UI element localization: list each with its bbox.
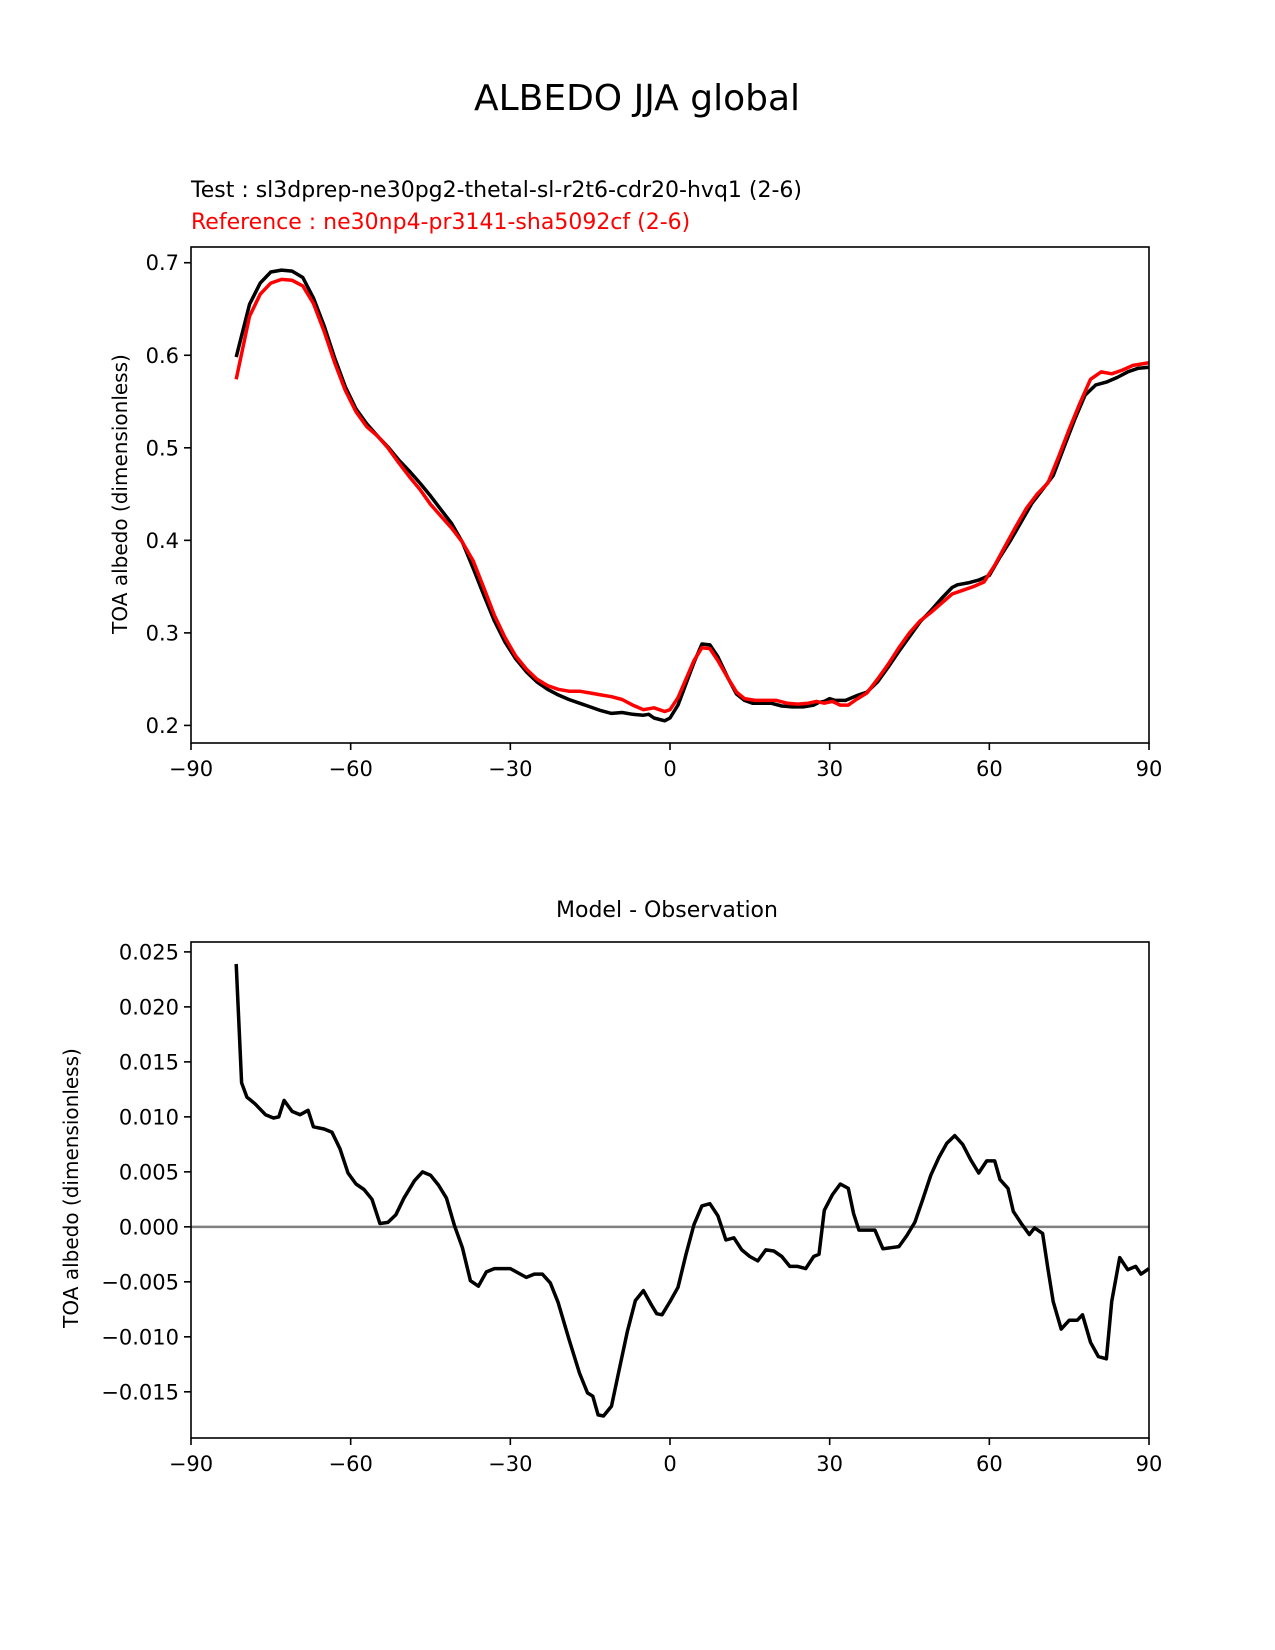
chart-panel-bottom: Model - Observation TOA albedo (dimensio… bbox=[59, 898, 1162, 1476]
legend-reference-label: Reference : ne30np4-pr3141-sha5092cf (2-… bbox=[191, 210, 690, 235]
y-tick-label: −0.010 bbox=[101, 1325, 179, 1349]
y-axis-label-bottom: TOA albedo (dimensionless) bbox=[59, 1048, 83, 1329]
y-tick-label: 0.010 bbox=[119, 1105, 179, 1129]
x-tick-label: 0 bbox=[663, 1452, 676, 1476]
x-tick-label: 30 bbox=[816, 757, 843, 781]
x-tick-label: 30 bbox=[816, 1452, 843, 1476]
x-tick-label: 60 bbox=[976, 757, 1003, 781]
plot-frame-top bbox=[190, 246, 1150, 744]
series-line-top-1 bbox=[234, 277, 1150, 714]
x-tick-label: 60 bbox=[976, 1452, 1003, 1476]
series-line-top-0 bbox=[234, 268, 1150, 723]
y-tick-label: −0.015 bbox=[101, 1380, 179, 1404]
y-axis-label-top: TOA albedo (dimensionless) bbox=[108, 354, 132, 635]
y-tick-label: 0.6 bbox=[146, 344, 179, 368]
x-tick-label: −60 bbox=[329, 757, 373, 781]
x-tick-label: 90 bbox=[1136, 757, 1163, 781]
x-tick-label: −30 bbox=[488, 1452, 532, 1476]
chart-panel-top: Test : sl3dprep-ne30pg2-thetal-sl-r2t6-c… bbox=[108, 178, 1162, 781]
x-tick-label: −90 bbox=[169, 757, 213, 781]
x-tick-label: −60 bbox=[329, 1452, 373, 1476]
figure-title: ALBEDO JJA global bbox=[474, 78, 800, 119]
y-tick-label: 0.015 bbox=[119, 1050, 179, 1074]
plot-area-top: −90 −60 −30 0 30 60 90 0.2 0.3 0.4 0.5 0.6 0.7 bbox=[146, 246, 1163, 781]
y-tick-label: 0.025 bbox=[119, 940, 179, 964]
x-tick-label: −30 bbox=[488, 757, 532, 781]
x-tick-label: −90 bbox=[169, 1452, 213, 1476]
x-tick-label: 0 bbox=[663, 757, 676, 781]
series-line-bottom-0 bbox=[234, 963, 1150, 1418]
y-tick-label: 0.000 bbox=[119, 1215, 179, 1239]
legend-test-label: Test : sl3dprep-ne30pg2-thetal-sl-r2t6-c… bbox=[190, 178, 802, 203]
x-tick-label: 90 bbox=[1136, 1452, 1163, 1476]
y-tick-label: 0.020 bbox=[119, 995, 179, 1019]
chart-title-bottom: Model - Observation bbox=[556, 898, 778, 923]
y-tick-label: 0.3 bbox=[146, 621, 179, 645]
plot-area-bottom: −90 −60 −30 0 30 60 90 0.025 0.020 0.015 0.010 0.00… bbox=[101, 940, 1162, 1476]
y-tick-label: 0.4 bbox=[146, 529, 179, 553]
y-tick-label: 0.005 bbox=[119, 1160, 179, 1184]
y-tick-label: 0.5 bbox=[146, 436, 179, 460]
y-tick-label: 0.7 bbox=[146, 251, 179, 275]
y-tick-label: −0.005 bbox=[101, 1270, 179, 1294]
y-tick-label: 0.2 bbox=[146, 714, 179, 738]
plot-frame-bottom bbox=[190, 941, 1150, 1439]
